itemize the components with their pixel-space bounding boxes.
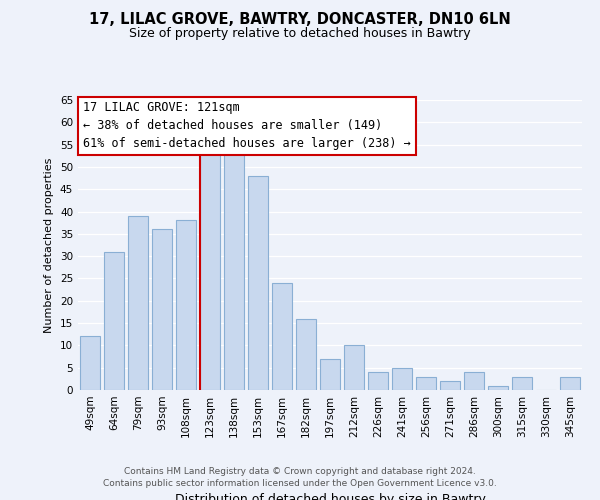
Bar <box>440 381 460 390</box>
Bar <box>344 346 364 390</box>
Bar <box>200 154 220 390</box>
Bar <box>128 216 148 390</box>
Text: Size of property relative to detached houses in Bawtry: Size of property relative to detached ho… <box>129 28 471 40</box>
Bar <box>272 283 292 390</box>
Bar <box>224 149 244 390</box>
Bar <box>464 372 484 390</box>
Bar <box>152 230 172 390</box>
Bar <box>560 376 580 390</box>
Bar <box>368 372 388 390</box>
Text: Contains HM Land Registry data © Crown copyright and database right 2024.
Contai: Contains HM Land Registry data © Crown c… <box>103 466 497 487</box>
Bar <box>320 359 340 390</box>
Text: 17 LILAC GROVE: 121sqm
← 38% of detached houses are smaller (149)
61% of semi-de: 17 LILAC GROVE: 121sqm ← 38% of detached… <box>83 102 411 150</box>
Bar <box>296 318 316 390</box>
Bar <box>488 386 508 390</box>
Bar <box>416 376 436 390</box>
Y-axis label: Number of detached properties: Number of detached properties <box>44 158 55 332</box>
X-axis label: Distribution of detached houses by size in Bawtry: Distribution of detached houses by size … <box>175 492 485 500</box>
Bar <box>104 252 124 390</box>
Bar <box>512 376 532 390</box>
Bar <box>248 176 268 390</box>
Bar <box>176 220 196 390</box>
Bar <box>80 336 100 390</box>
Text: 17, LILAC GROVE, BAWTRY, DONCASTER, DN10 6LN: 17, LILAC GROVE, BAWTRY, DONCASTER, DN10… <box>89 12 511 28</box>
Bar <box>392 368 412 390</box>
